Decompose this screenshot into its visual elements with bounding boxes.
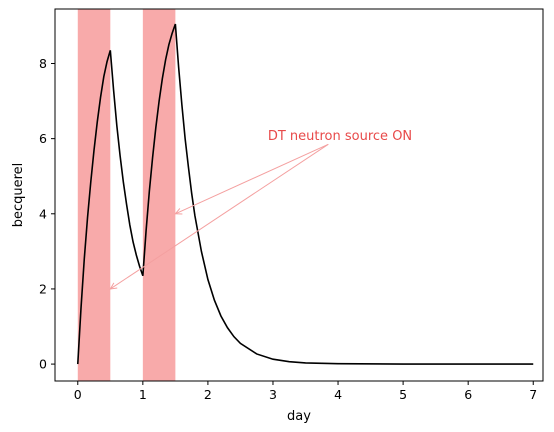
y-axis-label: becquerel <box>11 163 26 228</box>
annotation-arrowhead-2 <box>109 282 118 290</box>
annotation-arrow-1 <box>175 143 329 215</box>
x-tick-label: 3 <box>269 387 277 402</box>
x-axis-label: day <box>287 409 311 424</box>
series-line <box>76 23 534 365</box>
source-on-band-2 <box>142 9 176 381</box>
annotation-text: DT neutron source ON <box>268 129 412 144</box>
x-tick-label: 1 <box>139 387 147 402</box>
plot-frame <box>54 8 544 382</box>
x-tick-label: 0 <box>74 387 82 402</box>
x-tick-label: 4 <box>334 387 342 402</box>
source-on-intervals <box>77 9 176 381</box>
annotation-arrow-2 <box>110 143 329 290</box>
annotation-arrowhead-1 <box>174 208 183 215</box>
x-tick-label: 6 <box>464 387 472 402</box>
x-tick-label: 2 <box>204 387 212 402</box>
y-tick-label: 8 <box>39 56 47 71</box>
x-axis-ticks: 0 1 2 3 4 5 6 7 <box>74 381 537 402</box>
y-axis-ticks: 0 2 4 6 8 <box>39 56 55 372</box>
y-tick-label: 4 <box>39 206 47 221</box>
y-tick-label: 0 <box>39 357 47 372</box>
source-on-band-1 <box>77 9 111 381</box>
y-tick-label: 6 <box>39 131 47 146</box>
y-tick-label: 2 <box>39 281 47 296</box>
x-tick-label: 7 <box>529 387 537 402</box>
annotation-arrows <box>109 143 329 290</box>
x-tick-label: 5 <box>399 387 407 402</box>
